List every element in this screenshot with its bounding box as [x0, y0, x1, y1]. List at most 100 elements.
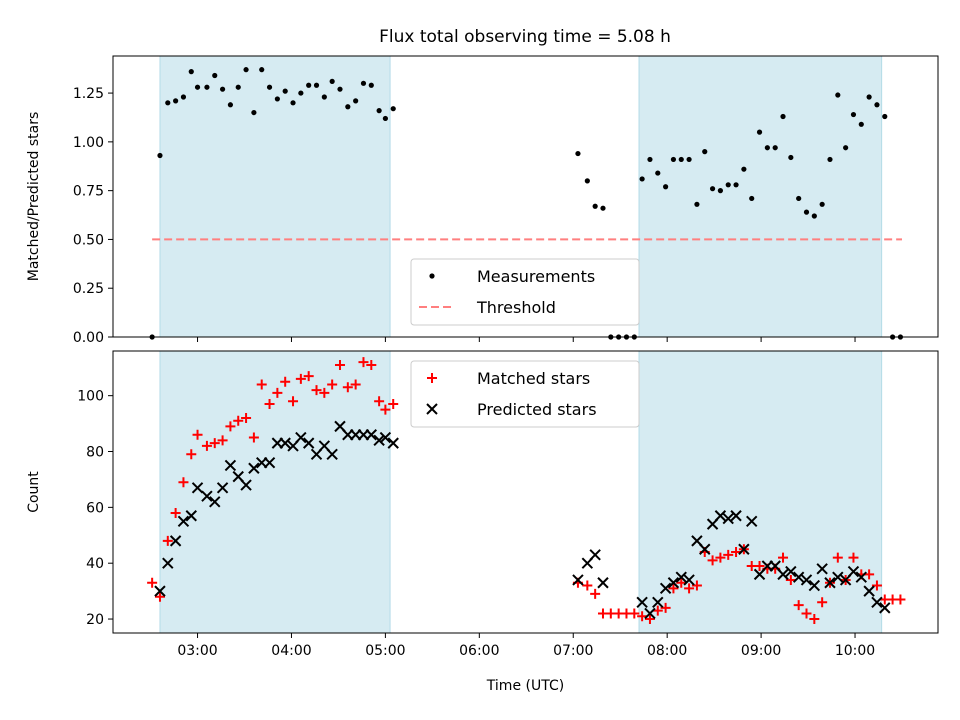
- measurement-point: [670, 156, 677, 163]
- measurement-point: [345, 104, 351, 110]
- legend-label: Matched stars: [477, 369, 590, 388]
- matched-star-marker: [644, 614, 655, 625]
- matched-star-marker: [676, 577, 687, 588]
- measurement-point: [194, 84, 201, 90]
- axes-frame: [112, 55, 939, 338]
- matched-star-marker: [723, 549, 734, 560]
- matched-star-marker: [778, 552, 789, 563]
- predicted-star-marker: [800, 574, 813, 586]
- measurement-point: [259, 67, 265, 73]
- measurement-point: [298, 90, 304, 96]
- measurement-point: [882, 113, 888, 120]
- x-tick-label: 03:00: [177, 643, 217, 659]
- predicted-star-marker: [816, 563, 828, 575]
- y-tick-label: 80: [86, 445, 104, 461]
- matched-star-marker: [233, 415, 244, 426]
- measurement-point: [376, 108, 382, 114]
- y-tick-label: 0.50: [73, 232, 104, 248]
- predicted-star-marker: [824, 577, 836, 589]
- predicted-star-marker: [746, 515, 758, 528]
- predicted-star-marker: [302, 437, 315, 449]
- measurement-point: [382, 115, 388, 122]
- measurement-point: [850, 111, 857, 118]
- predicted-star-marker: [224, 459, 237, 472]
- observing-window-span: [159, 55, 391, 338]
- matched-star-marker: [785, 574, 796, 585]
- observing-window-span: [638, 350, 883, 634]
- matched-star-marker: [288, 396, 299, 407]
- measurement-point: [600, 205, 606, 211]
- measurement-point: [835, 92, 841, 98]
- y-tick-label: 1.25: [73, 86, 104, 102]
- measurement-point: [772, 145, 778, 151]
- matched-star-marker: [178, 477, 189, 488]
- legend-box: [410, 258, 640, 326]
- measurement-point: [188, 69, 194, 75]
- legend-label: Predicted stars: [477, 400, 597, 419]
- matched-star-marker: [707, 555, 718, 566]
- measurement-point: [282, 88, 288, 94]
- legend-measurement-swatch: [429, 273, 435, 279]
- measurement-point: [329, 78, 335, 84]
- measurement-point: [663, 184, 669, 190]
- legend-box: [410, 360, 640, 428]
- y-axis-label: Count: [26, 471, 42, 513]
- matched-star-marker: [793, 600, 804, 611]
- measurement-point: [843, 145, 849, 151]
- predicted-star-marker: [326, 448, 338, 461]
- measurement-point: [274, 96, 280, 102]
- predicted-star-marker: [379, 431, 392, 444]
- matched-star-marker: [652, 605, 663, 616]
- matched-star-marker: [660, 602, 671, 613]
- measurement-point: [702, 149, 708, 155]
- x-tick-label: 10:00: [835, 643, 875, 659]
- x-tick-label: 09:00: [741, 643, 781, 659]
- measurement-point: [337, 86, 343, 92]
- matched-star-marker: [832, 552, 843, 563]
- predicted-star-marker: [730, 510, 742, 522]
- measurement-point: [173, 98, 179, 104]
- matched-star-marker: [848, 552, 859, 563]
- predicted-star-marker: [185, 510, 197, 522]
- measurement-point: [180, 94, 187, 100]
- measurement-point: [686, 156, 692, 163]
- predicted-star-marker: [162, 557, 174, 569]
- predicted-star-marker: [683, 574, 695, 586]
- matched-star-marker: [374, 396, 385, 407]
- predicted-star-marker: [675, 571, 687, 583]
- predicted-star-marker: [738, 543, 750, 555]
- measurement-point: [306, 82, 312, 88]
- predicted-star-marker: [263, 456, 276, 469]
- predicted-star-marker: [832, 571, 844, 583]
- predicted-star-marker: [387, 437, 399, 449]
- matched-star-marker: [629, 608, 640, 619]
- observing-window-span: [638, 55, 883, 338]
- matched-star-marker: [334, 359, 345, 370]
- matched-star-marker: [280, 376, 291, 387]
- measurement-point: [353, 98, 359, 104]
- predicted-star-marker: [240, 479, 252, 491]
- legend-label: Measurements: [477, 267, 595, 286]
- measurement-point: [725, 182, 731, 188]
- predicted-star-marker: [855, 571, 867, 583]
- predicted-star-marker: [644, 607, 656, 620]
- measurement-point: [360, 80, 367, 86]
- matched-star-marker: [154, 591, 165, 602]
- y-tick-label: 40: [86, 556, 104, 572]
- matched-star-marker: [241, 413, 252, 424]
- predicted-star-marker: [169, 535, 182, 547]
- matched-star-marker: [162, 535, 173, 546]
- measurement-point: [678, 156, 684, 163]
- observing-window-span: [159, 350, 391, 634]
- matched-star-marker: [691, 580, 702, 591]
- measurement-point: [733, 182, 739, 188]
- predicted-star-marker: [667, 577, 680, 589]
- matched-star-marker: [715, 552, 726, 563]
- predicted-star-marker: [808, 579, 821, 592]
- predicted-star-marker: [652, 596, 664, 608]
- matched-star-marker: [201, 440, 212, 451]
- predicted-star-marker: [248, 462, 260, 474]
- measurement-point: [717, 188, 724, 194]
- matched-star-marker: [272, 387, 283, 398]
